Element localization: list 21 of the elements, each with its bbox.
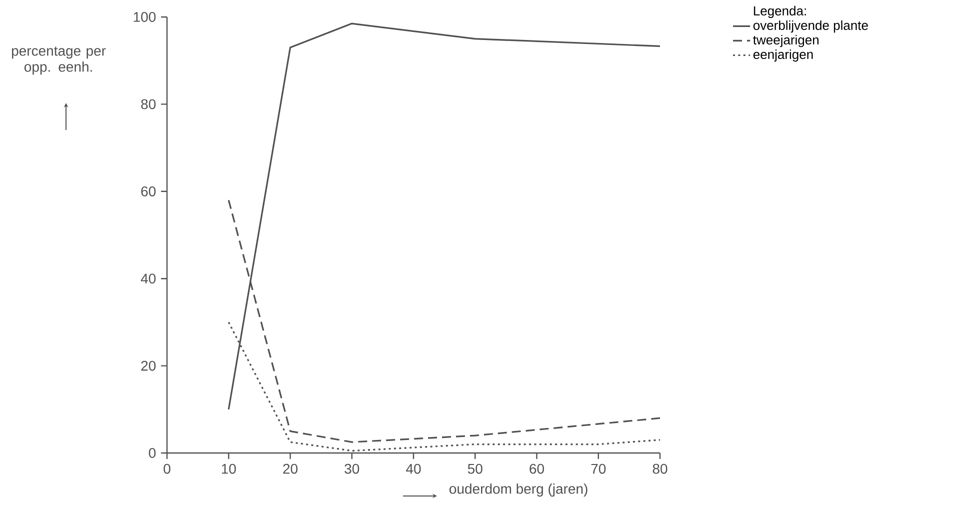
y-tick-label: 60	[141, 186, 156, 196]
y-tick-label: 80	[141, 99, 156, 110]
legend-label: overblijvende plante	[753, 20, 868, 33]
x-tick-label: 20	[283, 464, 298, 474]
x-tick-label: 0	[164, 464, 170, 474]
y-tick-label: 0	[148, 448, 156, 458]
x-axis-title: ouderdom berg (jaren)	[450, 484, 588, 497]
x-tick-label: 30	[344, 464, 360, 474]
y-axis-title: percentage per opp. eenh.	[12, 46, 106, 75]
y-tick-label: 20	[141, 360, 156, 371]
legend-title: Legenda:	[754, 6, 806, 18]
y-tick-label: 100	[134, 12, 156, 22]
x-tick-label: 80	[652, 464, 668, 474]
x-tick-label: 70	[591, 464, 606, 474]
x-tick-label: 40	[406, 464, 421, 474]
legend-label: eenjarigen	[753, 49, 813, 62]
x-tick-label: 60	[530, 464, 544, 474]
y-tick-label: 40	[140, 274, 156, 284]
x-tick-label: 10	[222, 464, 236, 474]
legend-label: tweejarigen	[753, 34, 819, 48]
x-tick-label: 50	[468, 464, 482, 474]
